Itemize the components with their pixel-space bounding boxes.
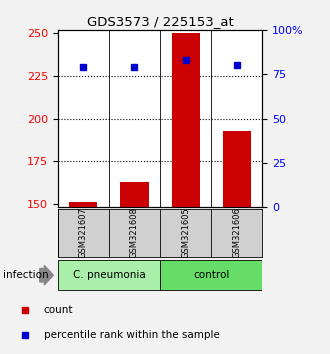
Bar <box>223 131 251 207</box>
Title: GDS3573 / 225153_at: GDS3573 / 225153_at <box>87 15 233 28</box>
Text: infection: infection <box>3 269 49 280</box>
Text: GSM321606: GSM321606 <box>232 207 241 258</box>
Text: C. pneumonia: C. pneumonia <box>73 269 145 280</box>
Bar <box>172 34 200 207</box>
Text: GSM321608: GSM321608 <box>130 207 139 258</box>
Text: percentile rank within the sample: percentile rank within the sample <box>44 330 219 339</box>
FancyArrow shape <box>40 266 53 285</box>
Text: GSM321607: GSM321607 <box>79 207 88 258</box>
Text: GSM321605: GSM321605 <box>181 207 190 258</box>
Text: count: count <box>44 305 73 315</box>
Bar <box>69 202 97 207</box>
Bar <box>160 260 262 290</box>
Text: control: control <box>193 269 229 280</box>
Bar <box>58 260 160 290</box>
Bar <box>120 182 148 207</box>
